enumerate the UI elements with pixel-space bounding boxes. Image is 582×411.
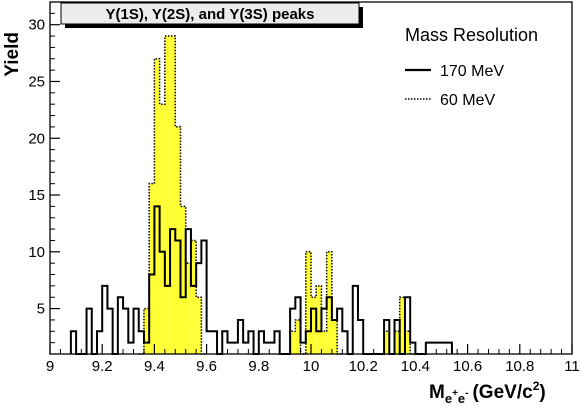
x-tick-label: 10 [303, 358, 320, 375]
bar-60mev [321, 331, 327, 354]
x-axis-title-sub2-sup: - [465, 388, 468, 399]
bar-60mev [394, 331, 400, 354]
bar-60mev [316, 285, 322, 354]
x-axis-title-sub1: e [445, 391, 452, 406]
outline-60mev [138, 35, 207, 355]
bar-60mev [384, 331, 390, 354]
y-tick-label: 10 [28, 244, 45, 261]
x-axis-title-sub1-sup: + [452, 388, 458, 399]
title-box-frame [60, 2, 360, 25]
x-tick-label: 9 [46, 358, 54, 375]
legend-label-60: 60 MeV [440, 92, 495, 109]
bar-60mev [185, 263, 191, 354]
x-axis-title-unit: (GeV/c [472, 382, 533, 403]
title-box: Υ(1S), Υ(2S), and Υ(3S) peaks [60, 2, 363, 28]
x-axis-title-unit-close: ) [539, 382, 545, 403]
x-axis-title-sub2: e [458, 391, 465, 406]
bar-60mev [290, 331, 296, 354]
x-tick-label: 9.8 [248, 358, 269, 375]
x-tick-label: 11 [564, 358, 580, 375]
bar-60mev [311, 297, 317, 354]
y-tick-label: 30 [28, 17, 45, 34]
x-tick-label: 9.4 [144, 358, 165, 375]
bar-60mev [170, 36, 176, 355]
bar-60mev [326, 251, 332, 354]
x-tick-label: 10.2 [349, 358, 378, 375]
axis-layer: 9 9.2 9.4 9.6 9.8 10 10.2 10.4 10.6 10.8 11 5 10 15 20… [28, 1, 580, 375]
y-tick-label: 5 [37, 301, 45, 318]
x-tick-label: 10.6 [453, 358, 482, 375]
x-axis-title-base: M [429, 382, 445, 403]
legend-title: Mass Resolution [405, 25, 538, 45]
bar-60mev [149, 183, 155, 354]
bar-60mev [305, 251, 311, 354]
x-tick-label: 9.2 [92, 358, 113, 375]
y-axis-title: Yield [2, 32, 23, 77]
y-tick-label: 25 [28, 73, 45, 90]
legend-label-170: 170 MeV [440, 63, 504, 80]
y-tick-label: 20 [28, 130, 45, 147]
x-tick-label: 10.4 [401, 358, 430, 375]
legend: Mass Resolution 170 MeV 60 MeV [405, 25, 538, 109]
x-tick-label: 9.6 [196, 358, 217, 375]
bar-60mev [180, 206, 186, 354]
bar-60mev [190, 240, 197, 354]
bar-60mev [295, 319, 301, 354]
bar-60mev [404, 331, 411, 354]
bar-60mev [399, 297, 405, 354]
bar-60mev [159, 104, 165, 355]
x-tick-label: 10.8 [505, 358, 534, 375]
x-axis-title: Me+e- (GeV/c2) [429, 379, 546, 406]
x-axis-title-unit-sup: 2 [533, 379, 540, 393]
bar-60mev [164, 36, 171, 355]
chart-title: Υ(1S), Υ(2S), and Υ(3S) peaks [106, 6, 315, 23]
bar-60mev [331, 319, 338, 354]
bar-60mev [143, 308, 150, 354]
y-tick-label: 15 [28, 187, 45, 204]
bar-60mev [196, 297, 202, 354]
